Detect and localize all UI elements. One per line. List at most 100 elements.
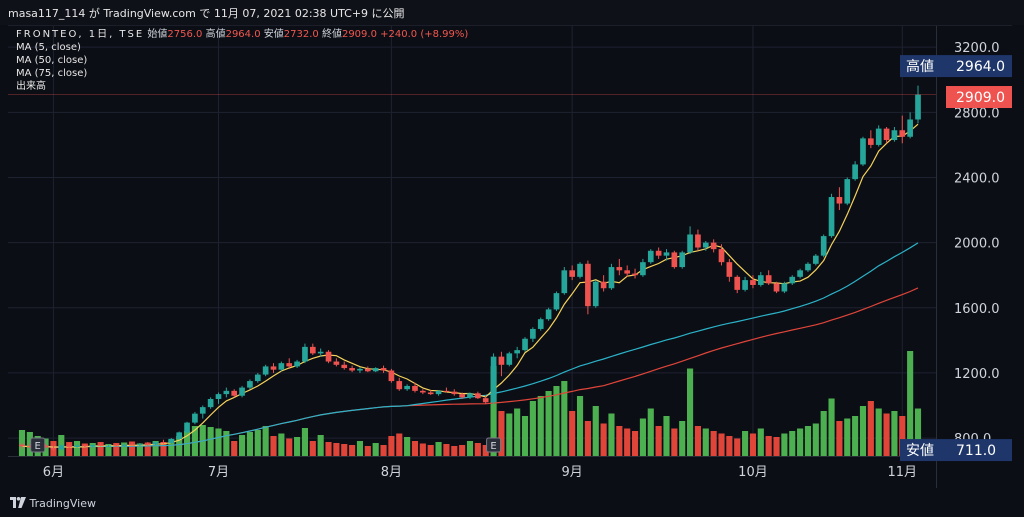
volume-bar <box>176 436 183 456</box>
y-tick-label: 3200.0 <box>954 41 1000 56</box>
candle-body <box>522 338 528 351</box>
candle-body <box>875 128 882 145</box>
volume-bar <box>113 443 120 456</box>
tradingview-logo[interactable]: TradingView <box>10 497 96 510</box>
candle-body <box>805 263 811 271</box>
candle-body <box>647 250 654 263</box>
earnings-marker[interactable]: E <box>486 437 502 453</box>
candle-body <box>561 270 568 294</box>
volume-bar <box>804 426 812 456</box>
volume-bar <box>270 436 277 456</box>
candle-body <box>718 249 725 263</box>
candle-body <box>883 128 890 141</box>
volume-bar <box>435 442 442 456</box>
candle-body <box>475 393 481 399</box>
volume-bar <box>81 443 88 456</box>
candle-body <box>498 356 505 365</box>
volume-legend[interactable]: 出来高 <box>16 81 46 92</box>
candle-body <box>254 374 261 382</box>
volume-bar <box>561 381 568 456</box>
x-tick-label: 9月 <box>562 465 583 480</box>
symbol-label[interactable]: FRONTEO, 1日, TSE <box>16 29 145 40</box>
candle-body <box>537 319 544 329</box>
volume-bar <box>529 401 536 456</box>
volume-bar <box>569 411 576 456</box>
volume-bar <box>537 396 544 456</box>
low-price-tag-value: 711.0 <box>956 443 996 459</box>
volume-bar <box>459 445 466 456</box>
candle-body <box>679 252 686 268</box>
candle-body <box>364 368 371 372</box>
earnings-marker-label: E <box>490 441 496 452</box>
top-bar <box>0 0 1024 25</box>
candle-body <box>868 138 874 145</box>
earnings-marker[interactable]: E <box>30 437 46 453</box>
candle-body <box>773 283 780 292</box>
volume-bar <box>286 438 293 456</box>
volume-bar <box>899 416 906 456</box>
x-tick-label: 6月 <box>43 465 64 480</box>
x-tick-label: 11月 <box>888 465 918 480</box>
volume-bar <box>679 421 686 456</box>
candle-body <box>828 197 835 237</box>
volume-bar <box>160 442 167 456</box>
ma75-legend[interactable]: MA (75, close) <box>16 68 88 79</box>
last-price-tag[interactable]: 2909.0 <box>946 86 1012 109</box>
volume-bar <box>852 416 859 456</box>
volume-bar <box>231 441 238 456</box>
volume-bar <box>663 416 670 456</box>
candle-body <box>184 422 190 433</box>
candle-body <box>789 276 796 284</box>
volume-bar <box>521 416 529 456</box>
volume-bar <box>584 421 591 456</box>
volume-bar <box>490 366 497 456</box>
candle-body <box>797 270 803 277</box>
candle-body <box>231 390 238 396</box>
volume-bar <box>364 446 371 456</box>
candle-body <box>278 363 285 370</box>
volume-bar <box>152 441 159 456</box>
volume-bar <box>820 411 827 456</box>
low-label: 安値 <box>263 29 284 40</box>
candle-body <box>781 283 788 292</box>
candle-body <box>592 281 599 307</box>
candle-body <box>66 445 72 448</box>
volume-bar <box>239 435 246 456</box>
volume-bar <box>396 433 403 456</box>
ma5-legend[interactable]: MA (5, close) <box>16 42 81 53</box>
candle-body <box>121 444 128 447</box>
volume-bar <box>781 433 788 456</box>
volume-bar <box>474 443 481 456</box>
high-price-tag[interactable]: 高値 2964.0 <box>900 55 1012 78</box>
axis-layer: 800.01200.01600.02000.02400.02800.03200.… <box>8 26 1012 488</box>
grid-layer <box>8 26 936 456</box>
volume-bar <box>498 411 505 456</box>
candlestick-chart[interactable]: 800.01200.01600.02000.02400.02800.03200.… <box>8 26 1012 489</box>
candle-body <box>702 242 709 248</box>
volume-bar <box>553 386 560 456</box>
volume-bar <box>443 444 450 456</box>
volume-bar <box>262 426 269 456</box>
candle-body <box>585 263 591 307</box>
volume-bar <box>631 431 639 456</box>
high-label: 高値 <box>205 29 226 40</box>
low-price-tag-label: 安値 <box>906 443 934 459</box>
volume-bar <box>372 443 379 456</box>
candle-body <box>750 280 756 285</box>
chart-panel[interactable]: 800.01200.01600.02000.02400.02800.03200.… <box>8 25 1012 489</box>
volume-bar <box>749 433 757 456</box>
publish-header: masa117_114 が TradingView.com で 11月 07, … <box>8 7 405 20</box>
candle-body <box>577 263 583 277</box>
candle-body <box>286 363 293 367</box>
volume-bar <box>624 428 631 456</box>
volume-bar <box>671 428 678 456</box>
candle-body <box>168 438 175 443</box>
candle-body <box>899 130 906 137</box>
ma50-legend[interactable]: MA (50, close) <box>16 55 88 66</box>
candle-body <box>687 234 693 253</box>
volume-bar <box>89 443 96 456</box>
volume-bar <box>883 413 890 456</box>
low-price-tag[interactable]: 安値 711.0 <box>900 439 1012 462</box>
y-tick-label: 2800.0 <box>954 106 1000 121</box>
volume-bar <box>66 442 73 456</box>
